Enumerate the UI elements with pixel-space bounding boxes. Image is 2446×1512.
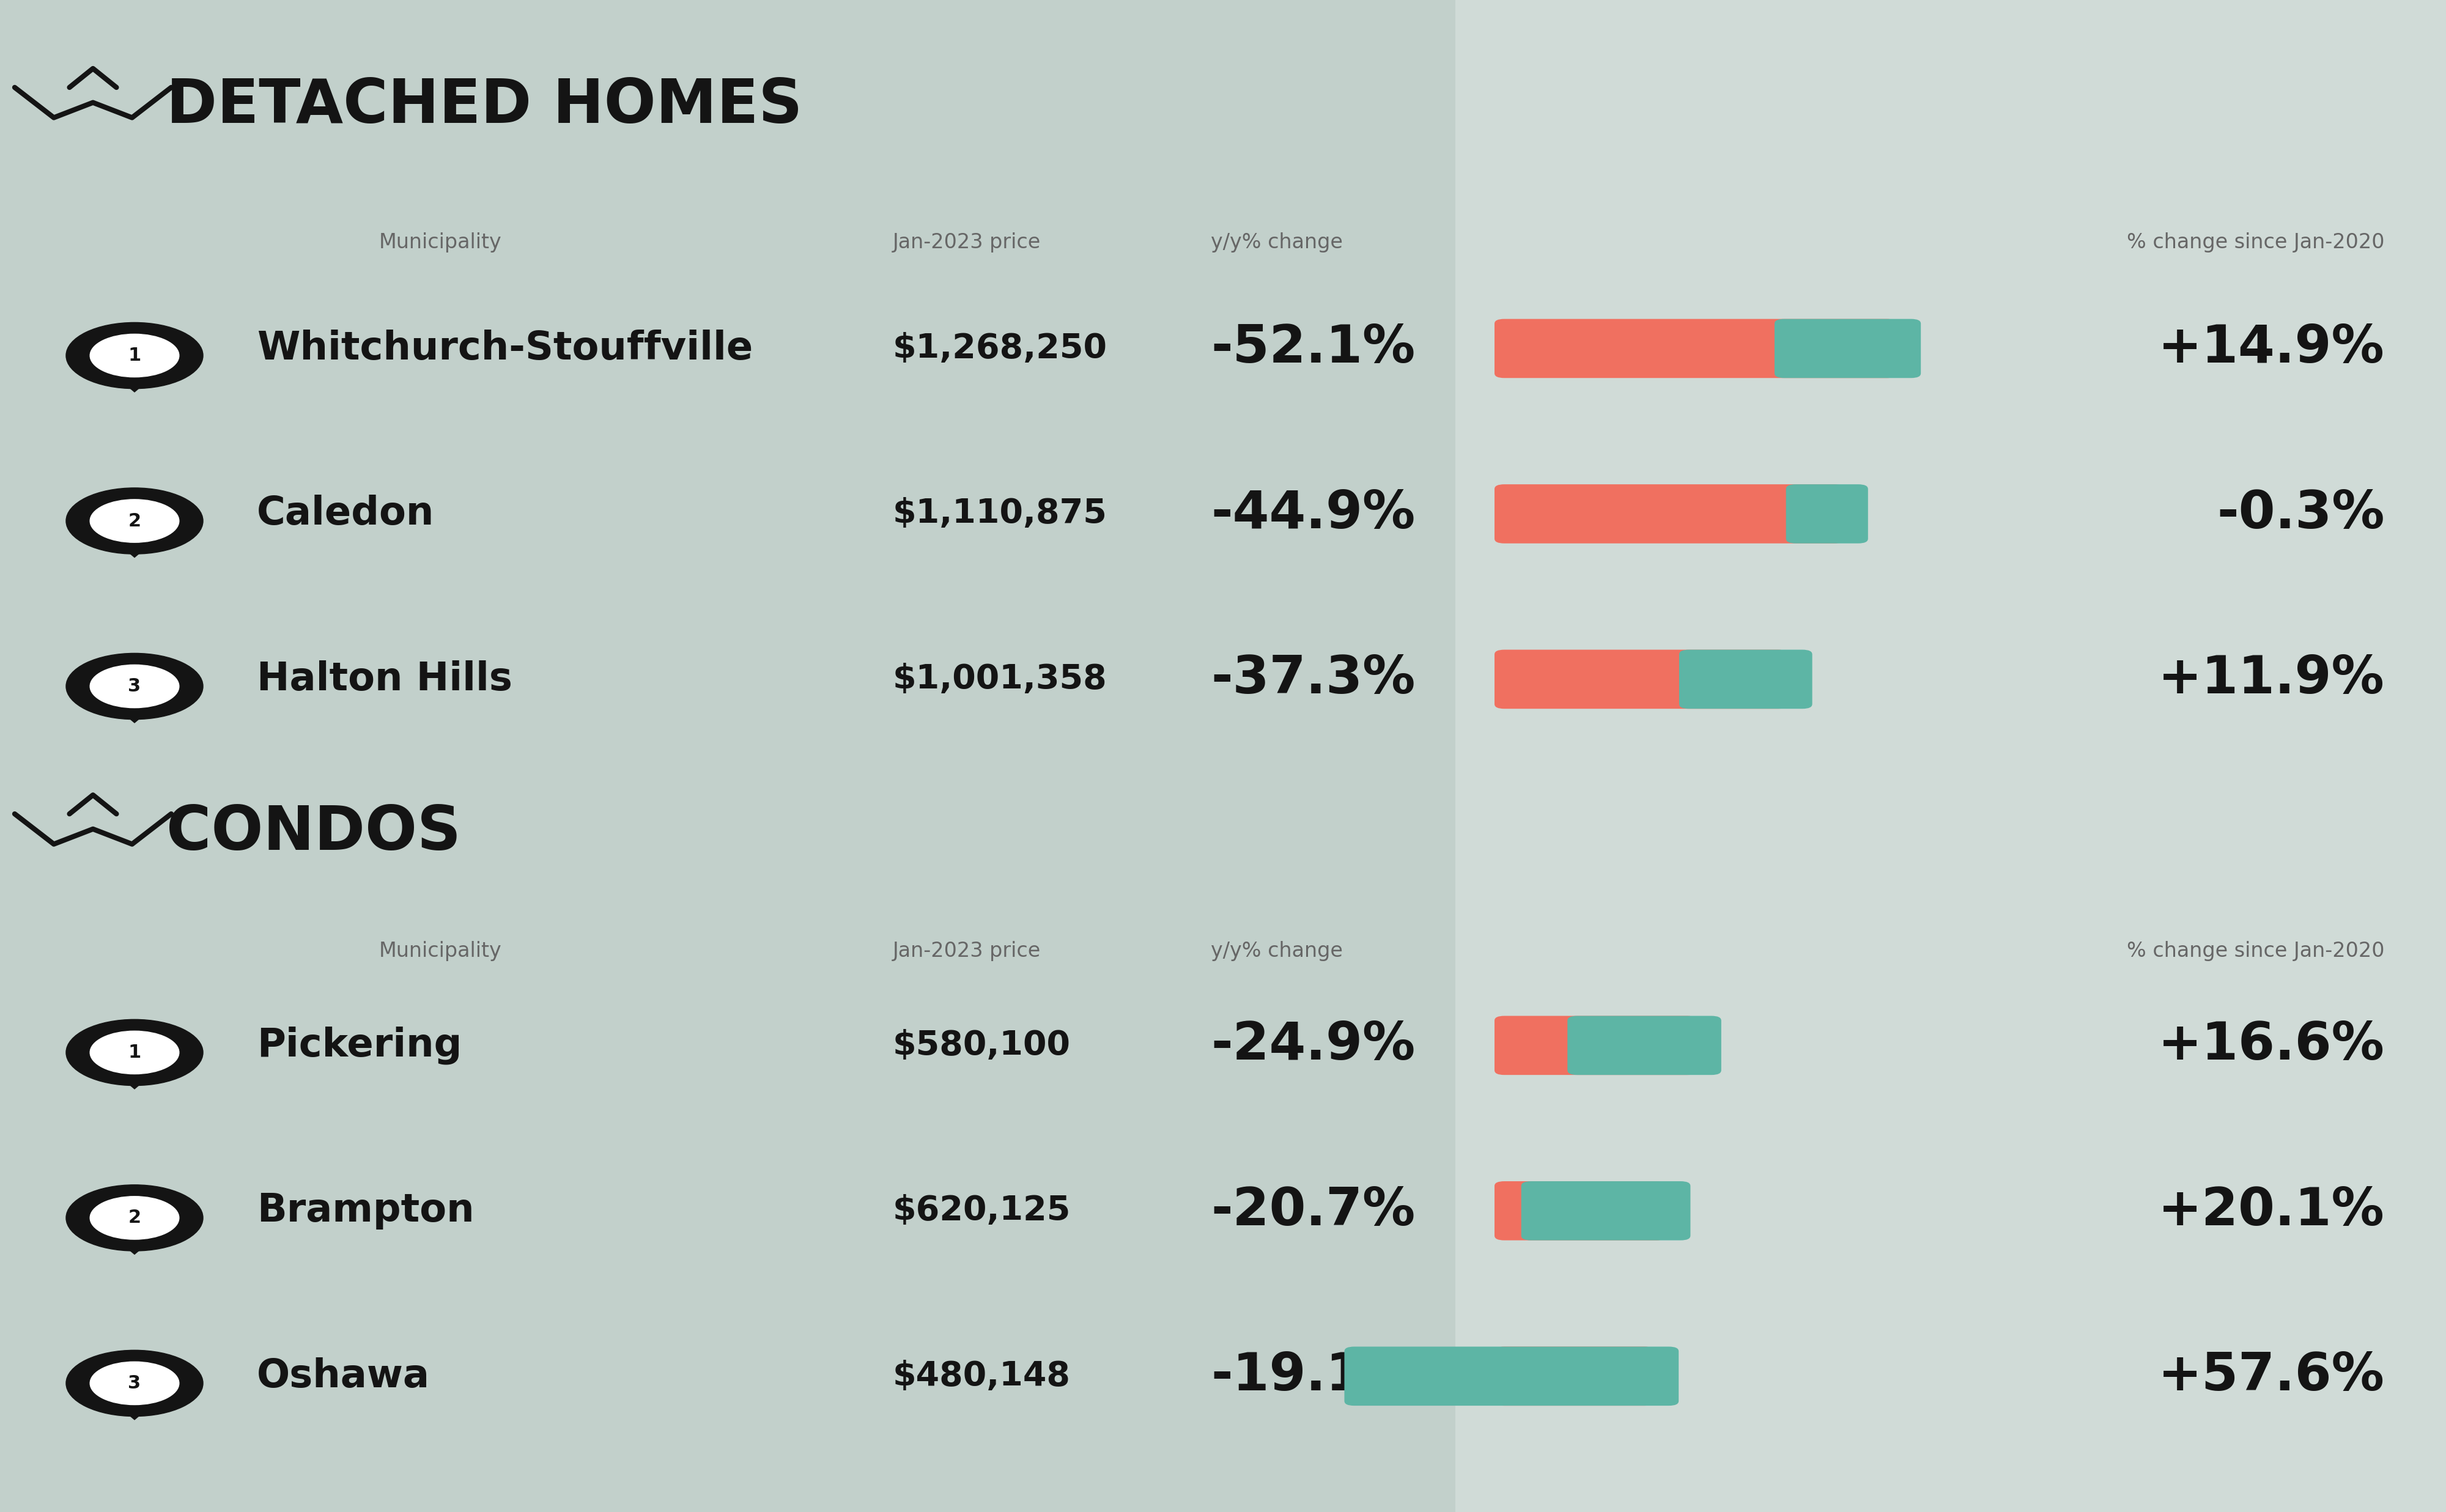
Text: Brampton: Brampton (257, 1191, 475, 1229)
Text: Whitchurch-Stouffville: Whitchurch-Stouffville (257, 330, 753, 367)
Text: 1: 1 (127, 1043, 142, 1061)
Text: Oshawa: Oshawa (257, 1358, 430, 1396)
Text: Jan-2023 price: Jan-2023 price (893, 940, 1042, 962)
Text: CONDOS: CONDOS (166, 803, 460, 862)
Text: Jan-2023 price: Jan-2023 price (893, 231, 1042, 253)
Text: +57.6%: +57.6% (2157, 1350, 2385, 1402)
FancyBboxPatch shape (1495, 1347, 1653, 1406)
Text: Pickering: Pickering (257, 1027, 462, 1064)
Text: -24.9%: -24.9% (1211, 1021, 1416, 1070)
Circle shape (66, 653, 203, 720)
Text: Caledon: Caledon (257, 494, 435, 532)
Text: 3: 3 (127, 1374, 142, 1393)
Text: % change since Jan-2020: % change since Jan-2020 (2128, 940, 2385, 962)
FancyBboxPatch shape (1495, 484, 1844, 543)
Circle shape (66, 322, 203, 389)
Text: 2: 2 (127, 1210, 142, 1226)
FancyBboxPatch shape (1568, 1016, 1722, 1075)
Circle shape (91, 665, 179, 708)
Text: 2: 2 (127, 513, 142, 529)
Text: y/y% change: y/y% change (1211, 940, 1343, 962)
Text: $1,110,875: $1,110,875 (893, 497, 1108, 531)
Text: $1,001,358: $1,001,358 (893, 662, 1108, 696)
Text: +14.9%: +14.9% (2157, 324, 2385, 373)
Text: y/y% change: y/y% change (1211, 231, 1343, 253)
FancyBboxPatch shape (1678, 650, 1812, 709)
Polygon shape (108, 534, 161, 558)
Text: $1,268,250: $1,268,250 (893, 333, 1108, 364)
Circle shape (66, 1350, 203, 1417)
Text: Municipality: Municipality (379, 231, 501, 253)
Polygon shape (108, 1397, 161, 1420)
Text: $480,148: $480,148 (893, 1359, 1071, 1393)
Text: -0.3%: -0.3% (2216, 488, 2385, 540)
Circle shape (91, 1031, 179, 1074)
Text: Municipality: Municipality (379, 940, 501, 962)
FancyBboxPatch shape (1345, 1347, 1678, 1406)
Polygon shape (108, 369, 161, 392)
Text: DETACHED HOMES: DETACHED HOMES (166, 77, 802, 136)
FancyBboxPatch shape (1495, 650, 1788, 709)
Text: -19.1%: -19.1% (1211, 1350, 1416, 1402)
Text: +16.6%: +16.6% (2157, 1021, 2385, 1070)
FancyBboxPatch shape (1495, 1016, 1698, 1075)
Polygon shape (108, 700, 161, 723)
FancyBboxPatch shape (1773, 319, 1920, 378)
Circle shape (91, 1362, 179, 1405)
Circle shape (91, 334, 179, 376)
Circle shape (91, 1196, 179, 1240)
Polygon shape (108, 1066, 161, 1089)
FancyBboxPatch shape (1495, 1181, 1666, 1240)
Text: $580,100: $580,100 (893, 1028, 1071, 1061)
Text: 3: 3 (127, 677, 142, 696)
Polygon shape (108, 1231, 161, 1255)
Text: -44.9%: -44.9% (1211, 488, 1416, 540)
Text: $620,125: $620,125 (893, 1194, 1071, 1228)
Circle shape (66, 1185, 203, 1250)
FancyBboxPatch shape (1786, 484, 1869, 543)
FancyBboxPatch shape (1521, 1181, 1690, 1240)
Circle shape (91, 499, 179, 543)
Text: % change since Jan-2020: % change since Jan-2020 (2128, 231, 2385, 253)
Text: Halton Hills: Halton Hills (257, 661, 511, 699)
Circle shape (66, 1019, 203, 1086)
Text: +11.9%: +11.9% (2157, 653, 2385, 705)
FancyBboxPatch shape (1455, 0, 2446, 1512)
Text: -37.3%: -37.3% (1211, 653, 1416, 705)
Circle shape (66, 488, 203, 553)
Text: +20.1%: +20.1% (2157, 1185, 2385, 1237)
FancyBboxPatch shape (1495, 319, 1896, 378)
Text: 1: 1 (127, 346, 142, 364)
Text: -20.7%: -20.7% (1211, 1185, 1416, 1237)
Text: -52.1%: -52.1% (1211, 324, 1416, 373)
